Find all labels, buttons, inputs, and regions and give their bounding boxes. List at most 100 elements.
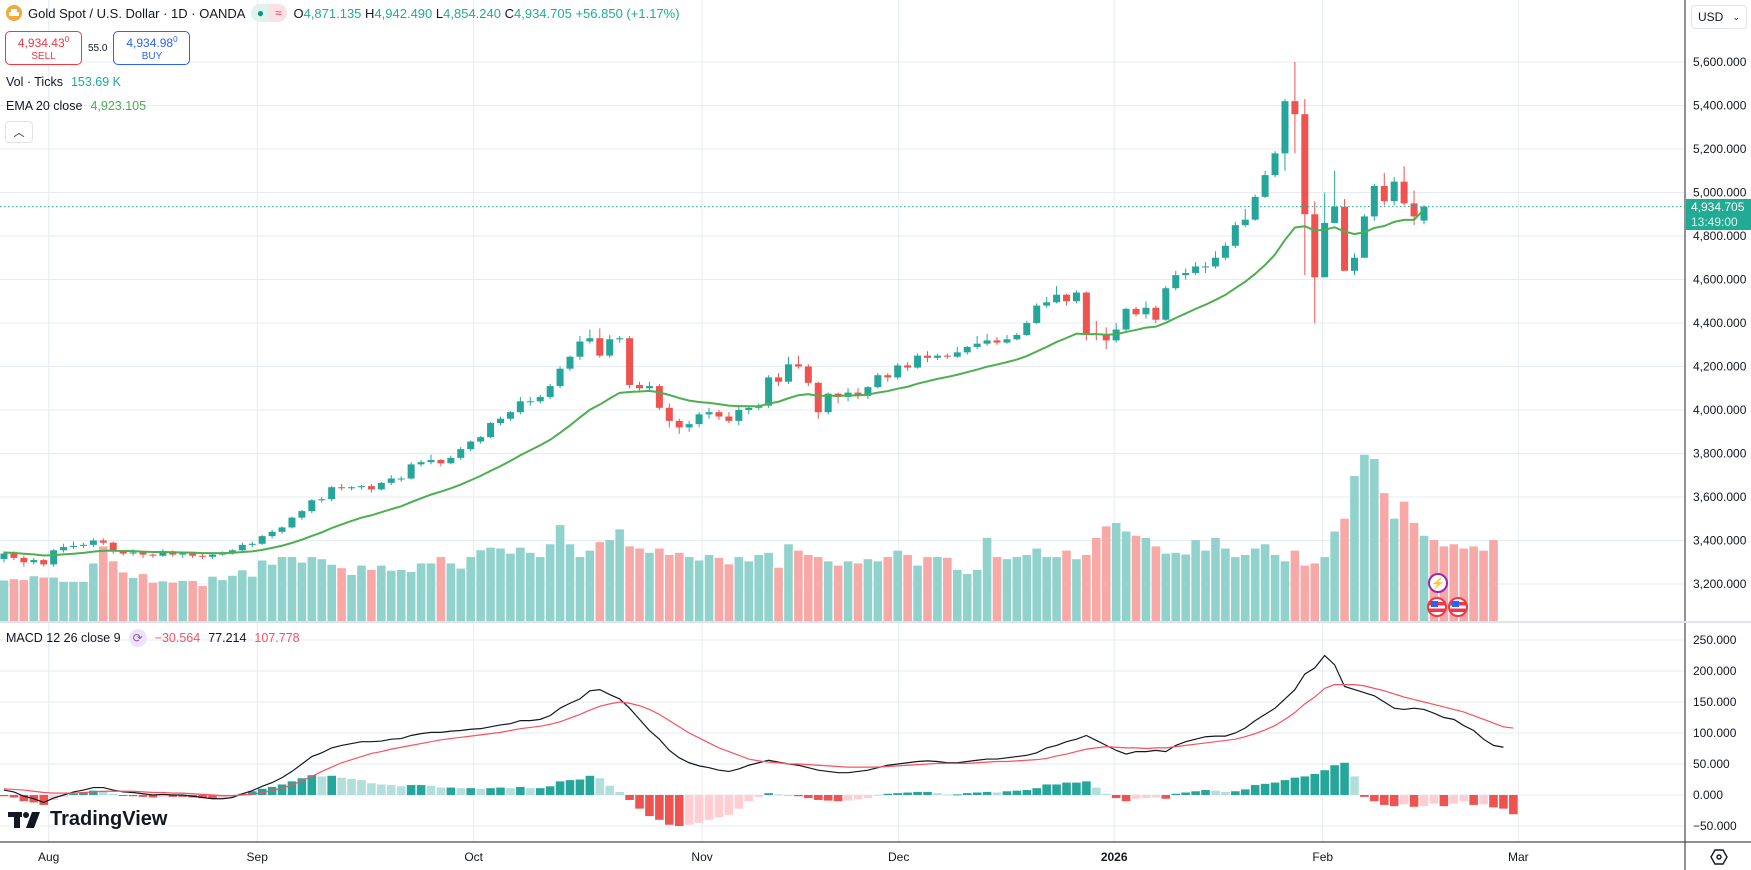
macd-histogram-bar bbox=[1439, 795, 1449, 807]
candle bbox=[1211, 251, 1219, 269]
candle bbox=[626, 336, 634, 389]
volume-bar bbox=[506, 553, 515, 621]
buy-button[interactable]: 4,934.980 BUY bbox=[113, 31, 191, 65]
candle bbox=[1341, 199, 1349, 271]
candle bbox=[705, 407, 713, 419]
currency-select[interactable]: USD ⌄ bbox=[1691, 5, 1747, 29]
candle bbox=[209, 553, 217, 559]
candle-body bbox=[626, 338, 634, 385]
us-flag-event-icon[interactable] bbox=[1448, 597, 1468, 617]
volume-bar bbox=[605, 540, 615, 621]
candle bbox=[1281, 98, 1289, 171]
candle-body bbox=[258, 536, 266, 544]
market-open-dot-icon[interactable]: ● bbox=[251, 4, 270, 22]
time-tick-label: Nov bbox=[691, 850, 712, 864]
macd-histogram-bar bbox=[1072, 782, 1081, 795]
us-flag-event-icon[interactable] bbox=[1427, 597, 1447, 617]
candle bbox=[1082, 291, 1090, 341]
volume-bar bbox=[238, 570, 247, 621]
candle bbox=[407, 462, 415, 480]
ema-legend[interactable]: EMA 20 close 4,923.105 bbox=[6, 99, 146, 113]
candle bbox=[834, 392, 842, 404]
volume-bar bbox=[545, 544, 555, 621]
macd-legend[interactable]: MACD 12 26 close 9 ⟳ −30.564 77.214 107.… bbox=[6, 629, 300, 647]
candle-body bbox=[1082, 292, 1090, 334]
volume-bar bbox=[1101, 526, 1111, 621]
macd-histogram-bar bbox=[1121, 795, 1131, 802]
macd-tick-label: 150.000 bbox=[1693, 695, 1737, 709]
candle bbox=[367, 483, 375, 493]
macd-histogram-bar bbox=[287, 781, 297, 795]
macd-histogram-bar bbox=[426, 785, 436, 795]
settings-gear-icon[interactable] bbox=[1710, 848, 1728, 866]
volume-bar bbox=[724, 564, 734, 621]
candle bbox=[715, 410, 723, 420]
macd-histogram-bar bbox=[476, 788, 485, 795]
delayed-data-icon[interactable]: ≈ bbox=[269, 4, 288, 22]
price-tick-label: 3,600.000 bbox=[1693, 490, 1747, 504]
macd-histogram-bar bbox=[1161, 795, 1171, 799]
volume-bar bbox=[833, 565, 843, 621]
tradingview-logo[interactable]: TradingView bbox=[8, 808, 167, 831]
candle-body bbox=[308, 500, 316, 512]
volume-bar bbox=[1340, 518, 1349, 621]
candle bbox=[387, 475, 395, 486]
collapse-legend-button[interactable]: ︿ bbox=[5, 121, 33, 143]
volume-bar bbox=[386, 570, 396, 621]
volume-bar bbox=[198, 586, 207, 621]
refresh-icon[interactable]: ⟳ bbox=[128, 629, 147, 647]
volume-bar bbox=[208, 576, 217, 621]
candle-body bbox=[189, 553, 197, 556]
macd-histogram-bar bbox=[714, 795, 724, 818]
volume-bar bbox=[228, 575, 237, 621]
macd-histogram-bar bbox=[754, 795, 763, 797]
volume-bar bbox=[9, 579, 19, 621]
candle-body bbox=[516, 401, 524, 413]
macd-label: MACD 12 26 close 9 bbox=[6, 631, 121, 645]
volume-bar bbox=[625, 546, 634, 621]
candle-body bbox=[447, 457, 455, 464]
candle-body bbox=[814, 382, 822, 413]
candle-body bbox=[457, 449, 465, 458]
macd-histogram-bar bbox=[1052, 784, 1061, 795]
macd-histogram-bar bbox=[1002, 791, 1012, 795]
macd-histogram-bar bbox=[525, 788, 535, 795]
volume-bar bbox=[1270, 554, 1280, 621]
candle-body bbox=[775, 377, 783, 382]
candle-body bbox=[1211, 257, 1219, 267]
macd-histogram-bar bbox=[863, 795, 873, 799]
macd-histogram-bar bbox=[1280, 780, 1290, 795]
volume-bar bbox=[89, 563, 98, 621]
volume-bar bbox=[347, 574, 356, 621]
macd-histogram-bar bbox=[1012, 790, 1022, 795]
candle-body bbox=[0, 553, 8, 559]
candle bbox=[248, 541, 256, 548]
macd-histogram-bar bbox=[1459, 795, 1469, 802]
candle bbox=[427, 454, 435, 465]
candle-body bbox=[715, 412, 723, 417]
candle bbox=[1261, 170, 1269, 198]
candle-body bbox=[357, 486, 365, 488]
time-tick-label: Mar bbox=[1508, 850, 1529, 864]
macd-histogram-bar bbox=[1340, 762, 1349, 795]
candle bbox=[854, 388, 862, 400]
macd-histogram-bar bbox=[674, 795, 684, 826]
status-badge[interactable]: ● ≈ bbox=[251, 4, 288, 22]
volume-bar bbox=[158, 581, 168, 621]
lightning-event-icon[interactable]: ⚡ bbox=[1428, 573, 1448, 593]
candle bbox=[1102, 327, 1110, 350]
volume-bar bbox=[128, 577, 138, 621]
candle-body bbox=[973, 343, 981, 347]
sell-button[interactable]: 4,934.430 SELL bbox=[5, 31, 82, 65]
macd-tick-label: 0.000 bbox=[1693, 788, 1723, 802]
symbol-title[interactable]: Gold Spot / U.S. Dollar · 1D · OANDA bbox=[28, 5, 246, 21]
candle-body bbox=[1271, 153, 1279, 176]
macd-histogram-bar bbox=[645, 795, 654, 817]
volume-bars bbox=[0, 454, 1498, 621]
candle bbox=[765, 375, 773, 408]
macd-histogram-bar bbox=[1042, 784, 1051, 795]
volume-bar bbox=[1260, 544, 1270, 621]
volume-bar bbox=[1489, 540, 1498, 621]
volume-legend[interactable]: Vol · Ticks 153.69 K bbox=[6, 75, 121, 89]
